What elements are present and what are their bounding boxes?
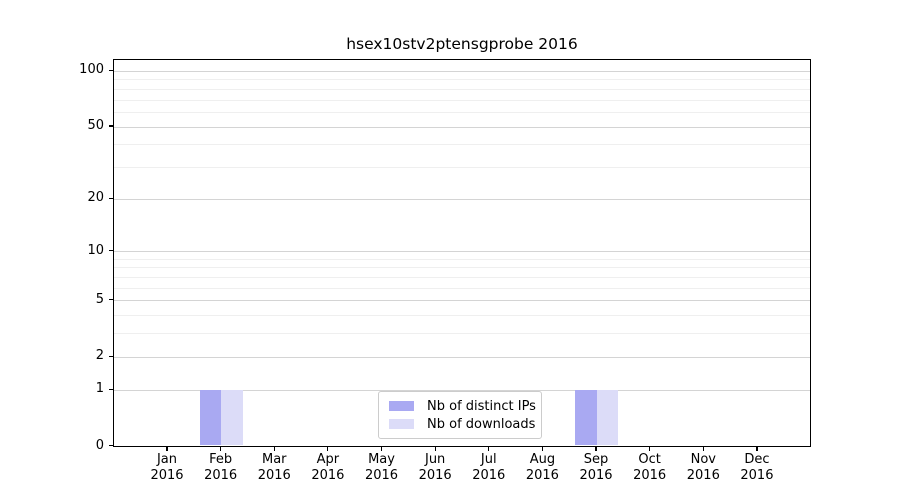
x-tick-year: 2016 [686,468,720,483]
y-tick-mark [109,250,113,252]
minor-gridline [114,277,810,279]
x-tick-mark [380,446,383,451]
legend-label: Nb of distinct IPs [427,398,536,414]
x-tick-label: Mar 2016 [234,452,314,484]
y-tick-label: 100 [79,62,104,78]
x-tick-month: Sep [583,452,609,467]
x-tick-month: Dec [744,452,770,467]
x-tick-mark [756,446,758,451]
major-gridline [114,126,810,128]
minor-gridline [114,267,810,269]
x-tick-year: 2016 [150,468,184,483]
legend-label: Nb of downloads [427,416,536,432]
x-tick-month: Jun [424,452,446,467]
major-gridline [114,356,810,358]
x-tick-mark [702,446,704,451]
legend-item: Nb of distinct IPs [387,397,536,415]
minor-gridline [114,88,810,90]
x-tick-year: 2016 [364,468,399,483]
x-tick-month: Nov [690,452,716,467]
x-tick-label: Jan 2016 [127,452,207,484]
plot-area [113,59,811,447]
y-tick-label: 10 [87,242,104,258]
y-tick-label: 2 [95,348,104,364]
legend-item: Nb of downloads [387,415,536,433]
x-tick-label: Nov 2016 [663,452,743,484]
x-tick-year: 2016 [204,468,238,483]
major-gridline [114,389,810,391]
major-gridline [114,300,810,302]
x-tick-year: 2016 [740,468,774,483]
x-tick-mark [649,446,651,451]
x-tick-label: Aug 2016 [502,452,582,484]
y-tick-mark [109,388,113,390]
x-tick-month: Jan [156,452,178,467]
minor-gridline [114,287,810,289]
y-tick-mark [109,69,113,72]
x-tick-year: 2016 [579,468,613,483]
minor-gridline [114,333,810,335]
legend-swatch [389,401,414,411]
x-tick-label: Feb 2016 [181,452,261,484]
y-tick-mark [109,299,113,301]
major-gridline [114,70,810,72]
x-tick-label: Dec 2016 [717,452,797,484]
x-tick-mark [220,446,222,451]
x-tick-year: 2016 [311,468,345,483]
x-tick-year: 2016 [633,468,667,483]
y-tick-label: 50 [87,118,104,133]
x-tick-mark [541,446,543,451]
minor-gridline [114,258,810,260]
chart-title: hsex10stv2ptensgprobe 2016 [346,35,578,53]
x-tick-month: May [368,452,395,467]
bar-nb-of-downloads-feb [221,389,243,446]
x-tick-mark [488,446,490,451]
x-tick-year: 2016 [418,468,452,483]
x-tick-month: Mar [261,452,287,467]
major-gridline [114,198,810,200]
x-tick-mark [595,446,597,451]
y-tick-label: 0 [95,437,104,453]
x-tick-month: Apr [316,452,340,467]
chart-legend: Nb of distinct IPs Nb of downloads [378,391,542,439]
bar-nb-of-distinct-ips-sep [575,389,597,446]
x-tick-mark [166,446,168,451]
minor-gridline [114,99,810,101]
y-tick-mark [109,444,113,447]
x-tick-month: Aug [529,452,556,467]
x-tick-year: 2016 [257,468,291,483]
x-tick-label: Apr 2016 [288,452,368,484]
bar-nb-of-distinct-ips-feb [199,389,222,446]
x-tick-month: Jul [480,452,497,467]
minor-gridline [114,315,810,317]
y-tick-mark [109,355,113,357]
bar-nb-of-downloads-sep [596,389,619,446]
x-tick-label: Oct 2016 [610,452,690,484]
minor-gridline [114,144,810,146]
x-tick-label: Jun 2016 [395,452,475,484]
y-tick-label: 20 [87,190,104,206]
major-gridline [114,251,810,253]
minor-gridline [114,111,810,113]
x-tick-label: Sep 2016 [556,452,636,484]
x-tick-year: 2016 [472,468,506,483]
x-tick-mark [327,446,329,451]
minor-gridline [114,166,810,168]
y-tick-mark [109,197,113,199]
x-tick-label: May 2016 [342,452,422,484]
x-tick-month: Feb [209,452,233,467]
x-tick-month: Oct [638,452,661,467]
y-tick-label: 5 [95,291,104,307]
x-tick-mark [434,446,436,451]
x-tick-year: 2016 [525,468,559,483]
legend-swatch [389,419,414,429]
x-tick-mark [273,446,275,451]
minor-gridline [114,79,810,81]
y-tick-label: 1 [95,381,104,397]
x-tick-label: Jul 2016 [449,452,529,484]
y-tick-mark [109,125,113,127]
